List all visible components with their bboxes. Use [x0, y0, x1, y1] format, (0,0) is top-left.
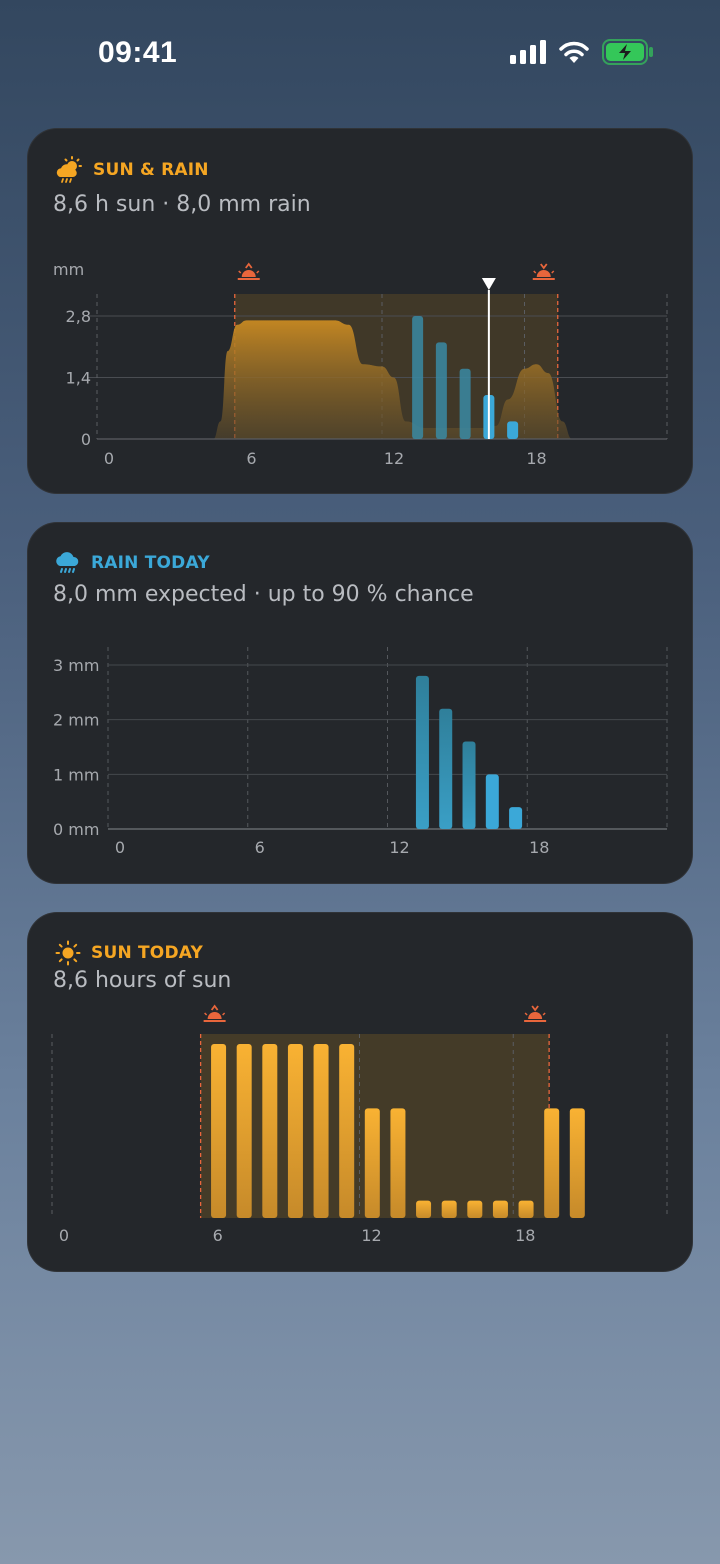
- sunset-icon-ray: [524, 1012, 528, 1016]
- sun-rain-title-label: SUN & RAIN: [93, 160, 209, 180]
- rain-bar: [462, 741, 476, 829]
- sun-today-chart[interactable]: 0 6 12 18: [27, 912, 693, 1272]
- sun-bar: [441, 1200, 457, 1218]
- rain-bar: [412, 315, 424, 439]
- sun-bar: [390, 1108, 406, 1218]
- sunrise-icon: [237, 262, 260, 280]
- sun-today-card[interactable]: SUN TODAY 8,6 hours of sun 0 6 12 18: [27, 912, 693, 1272]
- status-bar: 09:41: [0, 0, 720, 100]
- sun-icon: [55, 940, 81, 966]
- rain-bar: [459, 368, 471, 439]
- y-tick-label: 3 mm: [53, 656, 99, 675]
- sunshine-area: [213, 320, 572, 439]
- cellular-signal-icon: [510, 40, 546, 64]
- sunrise-icon-arrow: [210, 1004, 219, 1011]
- sun-bar: [518, 1200, 534, 1218]
- rain-today-title: RAIN TODAY: [55, 550, 210, 576]
- sun-today-subtitle: 8,6 hours of sun: [53, 968, 232, 993]
- y-tick-label: 1 mm: [53, 765, 99, 784]
- y-tick-label: 0: [81, 430, 91, 449]
- x-tick-label: 12: [389, 838, 409, 857]
- sun-today-title: SUN TODAY: [55, 940, 203, 966]
- sunset-icon-arrow: [540, 263, 548, 270]
- sunrise-icon-ray: [256, 270, 260, 274]
- y-tick-label: 0 mm: [53, 820, 99, 839]
- sun-today-title-label: SUN TODAY: [91, 943, 203, 963]
- sunrise-icon: [203, 1004, 226, 1022]
- sunset-icon-ray: [551, 270, 555, 274]
- sun-bar: [569, 1108, 585, 1218]
- current-time-marker-icon: [481, 278, 496, 290]
- x-tick-label: 18: [515, 1226, 535, 1245]
- sunrise-icon-ray: [222, 1012, 226, 1016]
- rain-bar: [439, 708, 453, 829]
- sun-bar: [313, 1044, 329, 1218]
- sun-cloud-rain-icon: [56, 156, 82, 183]
- sun-bar: [287, 1044, 303, 1218]
- y-tick-label: 1,4: [66, 368, 91, 387]
- x-tick-label: 6: [255, 838, 265, 857]
- y-axis-unit: mm: [53, 260, 84, 279]
- sun-bar: [364, 1108, 380, 1218]
- sunset-icon-ray: [542, 1012, 546, 1016]
- status-icons: [510, 39, 654, 65]
- rain-cloud-icon: [56, 552, 79, 573]
- sun-bar: [467, 1200, 483, 1218]
- rain-today-title-label: RAIN TODAY: [91, 553, 210, 573]
- sunrise-icon-arrow: [245, 262, 253, 269]
- sunrise-icon-ray: [238, 270, 242, 274]
- sunset-icon: [532, 263, 555, 280]
- sun-rain-chart[interactable]: mm 2,8 1,4 00 6 12 18: [27, 128, 693, 494]
- rain-bar: [509, 807, 523, 829]
- sun-rain-subtitle: 8,6 h sun · 8,0 mm rain: [53, 192, 311, 217]
- sunset-icon-disc: [528, 1012, 543, 1019]
- sun-bar: [236, 1044, 252, 1218]
- sun-bar: [262, 1044, 278, 1218]
- rain-bar: [485, 774, 499, 829]
- sun-bar: [416, 1200, 432, 1218]
- sun-bar: [211, 1044, 227, 1218]
- x-tick-label: 12: [361, 1226, 381, 1245]
- x-tick-label: 6: [213, 1226, 223, 1245]
- wifi-icon: [559, 41, 589, 63]
- y-tick-label: 2 mm: [53, 711, 99, 730]
- rain-today-card[interactable]: RAIN TODAY 8,0 mm expected · up to 90 % …: [27, 522, 693, 884]
- rain-today-chart[interactable]: 3 mm 2 mm 1 mm 0 mm 0 6 12 18: [27, 522, 693, 884]
- sunset-icon-arrow: [531, 1005, 539, 1012]
- sunset-icon-ray: [533, 270, 537, 274]
- sunset-icon-disc: [536, 270, 551, 277]
- sun-rain-card[interactable]: SUN & RAIN 8,6 h sun · 8,0 mm rain mm 2,8…: [27, 128, 693, 494]
- sun-bar: [492, 1200, 508, 1218]
- x-tick-label: 0: [104, 449, 114, 468]
- rain-bar: [415, 675, 429, 829]
- sun-bar: [339, 1044, 355, 1218]
- rain-bar: [507, 421, 519, 439]
- x-tick-label: 12: [384, 449, 404, 468]
- sunset-icon: [524, 1005, 547, 1022]
- x-tick-label: 6: [246, 449, 256, 468]
- sun-bar: [544, 1108, 560, 1218]
- x-tick-label: 0: [59, 1226, 69, 1245]
- rain-today-subtitle: 8,0 mm expected · up to 90 % chance: [53, 582, 474, 607]
- sunrise-icon-disc: [241, 270, 256, 277]
- sun-rain-title: SUN & RAIN: [55, 156, 209, 184]
- y-tick-label: 2,8: [66, 307, 91, 326]
- x-tick-label: 18: [529, 838, 549, 857]
- sunrise-icon-ray: [204, 1012, 208, 1016]
- sunrise-icon-disc: [207, 1012, 222, 1019]
- x-tick-label: 18: [526, 449, 546, 468]
- status-time: 09:41: [98, 36, 178, 69]
- battery-charging-icon: [602, 39, 653, 65]
- x-tick-label: 0: [115, 838, 125, 857]
- rain-bar: [435, 342, 447, 439]
